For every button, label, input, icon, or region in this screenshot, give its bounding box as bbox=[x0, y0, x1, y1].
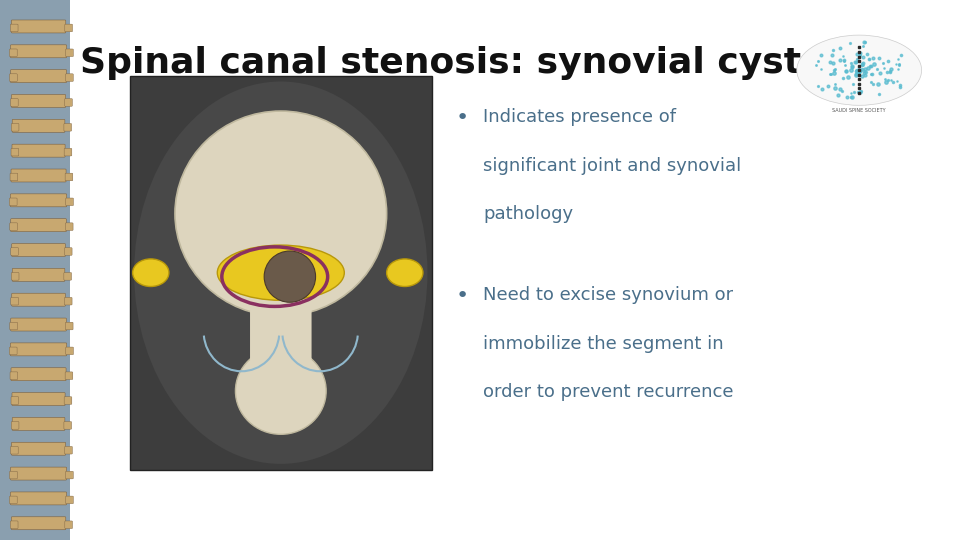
FancyBboxPatch shape bbox=[11, 447, 18, 454]
FancyBboxPatch shape bbox=[11, 521, 18, 529]
FancyBboxPatch shape bbox=[11, 45, 66, 58]
Text: order to prevent recurrence: order to prevent recurrence bbox=[483, 383, 733, 401]
FancyBboxPatch shape bbox=[66, 347, 74, 355]
FancyBboxPatch shape bbox=[11, 148, 18, 156]
FancyBboxPatch shape bbox=[12, 268, 65, 281]
FancyBboxPatch shape bbox=[10, 322, 17, 330]
FancyBboxPatch shape bbox=[11, 467, 66, 480]
FancyBboxPatch shape bbox=[64, 397, 72, 404]
FancyBboxPatch shape bbox=[11, 492, 66, 505]
FancyBboxPatch shape bbox=[12, 517, 66, 530]
FancyBboxPatch shape bbox=[11, 169, 66, 182]
Bar bbox=[130, 76, 432, 470]
FancyBboxPatch shape bbox=[64, 124, 72, 131]
FancyBboxPatch shape bbox=[65, 173, 73, 181]
FancyBboxPatch shape bbox=[11, 397, 18, 404]
Ellipse shape bbox=[132, 259, 169, 287]
FancyBboxPatch shape bbox=[12, 144, 65, 157]
FancyBboxPatch shape bbox=[250, 267, 312, 365]
FancyBboxPatch shape bbox=[11, 343, 67, 356]
FancyBboxPatch shape bbox=[65, 49, 73, 57]
FancyBboxPatch shape bbox=[11, 318, 66, 331]
Text: Spinal canal stenosis: synovial cysts: Spinal canal stenosis: synovial cysts bbox=[80, 46, 823, 80]
FancyBboxPatch shape bbox=[64, 422, 72, 429]
Text: Indicates presence of: Indicates presence of bbox=[483, 108, 676, 126]
FancyBboxPatch shape bbox=[10, 471, 17, 479]
FancyBboxPatch shape bbox=[12, 124, 19, 131]
FancyBboxPatch shape bbox=[64, 298, 72, 305]
FancyBboxPatch shape bbox=[12, 393, 65, 406]
FancyBboxPatch shape bbox=[12, 119, 65, 132]
FancyBboxPatch shape bbox=[10, 496, 17, 504]
FancyBboxPatch shape bbox=[65, 322, 73, 330]
FancyBboxPatch shape bbox=[10, 198, 17, 206]
FancyBboxPatch shape bbox=[65, 74, 73, 82]
Text: SAUDI SPINE SOCIETY: SAUDI SPINE SOCIETY bbox=[832, 108, 886, 113]
FancyBboxPatch shape bbox=[64, 273, 72, 280]
Bar bbox=[0, 0, 70, 540]
FancyBboxPatch shape bbox=[10, 49, 17, 57]
FancyBboxPatch shape bbox=[65, 24, 73, 32]
FancyBboxPatch shape bbox=[64, 447, 72, 454]
FancyBboxPatch shape bbox=[66, 198, 74, 206]
FancyBboxPatch shape bbox=[12, 422, 19, 429]
FancyBboxPatch shape bbox=[65, 471, 73, 479]
FancyBboxPatch shape bbox=[12, 273, 19, 280]
Ellipse shape bbox=[217, 245, 345, 300]
FancyBboxPatch shape bbox=[10, 347, 17, 355]
FancyBboxPatch shape bbox=[65, 223, 73, 231]
Text: •: • bbox=[456, 108, 469, 128]
FancyBboxPatch shape bbox=[11, 194, 67, 207]
FancyBboxPatch shape bbox=[11, 248, 18, 255]
FancyBboxPatch shape bbox=[12, 94, 65, 107]
FancyBboxPatch shape bbox=[10, 223, 17, 231]
FancyBboxPatch shape bbox=[11, 70, 66, 83]
FancyBboxPatch shape bbox=[12, 417, 65, 430]
Ellipse shape bbox=[387, 259, 423, 287]
FancyBboxPatch shape bbox=[12, 442, 65, 455]
Text: Need to excise synovium or: Need to excise synovium or bbox=[483, 286, 733, 304]
FancyBboxPatch shape bbox=[65, 372, 73, 380]
FancyBboxPatch shape bbox=[65, 521, 73, 529]
Circle shape bbox=[797, 35, 922, 105]
FancyBboxPatch shape bbox=[12, 244, 65, 256]
FancyBboxPatch shape bbox=[10, 173, 17, 181]
FancyBboxPatch shape bbox=[11, 24, 18, 32]
FancyBboxPatch shape bbox=[11, 219, 66, 232]
FancyBboxPatch shape bbox=[11, 99, 18, 106]
Text: •: • bbox=[456, 286, 469, 306]
FancyBboxPatch shape bbox=[12, 293, 65, 306]
Ellipse shape bbox=[264, 251, 316, 302]
Text: pathology: pathology bbox=[483, 205, 573, 223]
Text: immobilize the segment in: immobilize the segment in bbox=[483, 335, 724, 353]
Ellipse shape bbox=[175, 111, 387, 316]
FancyBboxPatch shape bbox=[11, 298, 18, 305]
FancyBboxPatch shape bbox=[64, 99, 72, 106]
FancyBboxPatch shape bbox=[12, 20, 66, 33]
FancyBboxPatch shape bbox=[64, 148, 72, 156]
Text: significant joint and synovial: significant joint and synovial bbox=[483, 157, 741, 174]
FancyBboxPatch shape bbox=[10, 74, 17, 82]
FancyBboxPatch shape bbox=[11, 368, 66, 381]
Ellipse shape bbox=[134, 82, 427, 464]
FancyBboxPatch shape bbox=[10, 372, 17, 380]
FancyBboxPatch shape bbox=[65, 496, 73, 504]
FancyBboxPatch shape bbox=[64, 248, 72, 255]
Ellipse shape bbox=[235, 348, 326, 434]
